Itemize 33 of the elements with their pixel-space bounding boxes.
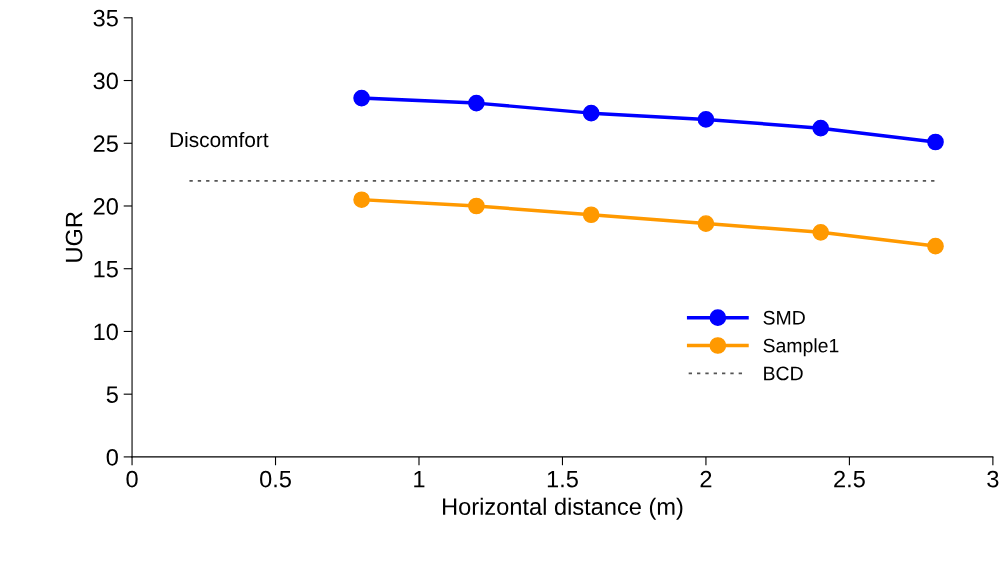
point: [582, 104, 600, 122]
y-tick-label: 10: [94, 323, 118, 341]
x-tick-label: 3: [987, 470, 999, 488]
y-tick-label: 30: [93, 72, 118, 90]
point: [468, 94, 485, 112]
point: [697, 111, 715, 128]
y-tick-label: 15: [94, 261, 118, 278]
point: [582, 206, 600, 224]
point: [927, 133, 944, 151]
point: [353, 89, 370, 107]
x-tick-label: 2: [700, 470, 712, 488]
y-tick-label: 5: [106, 386, 118, 403]
annotation: Discomfort: [170, 131, 269, 148]
x-tick-label: 2.5: [834, 470, 865, 488]
x-tick-label: 0.5: [260, 470, 291, 488]
point: [468, 197, 485, 215]
y-axis-title: UGR: [65, 212, 83, 262]
point: [812, 223, 830, 241]
x-axis-title: Horizontal distance (m): [443, 497, 683, 520]
x-tick-label: 0: [126, 470, 138, 488]
legend-label: BCD: [764, 366, 803, 381]
point: [353, 191, 370, 209]
point: [927, 237, 944, 255]
x-tick-label: 1.5: [547, 470, 578, 488]
point: [812, 119, 830, 137]
y-tick-label: 20: [93, 198, 118, 215]
legend-label: SMD: [763, 310, 805, 325]
y-tick-label: 35: [93, 9, 118, 27]
y-tick-label: 0: [106, 448, 118, 466]
x-tick-label: 1: [414, 470, 425, 488]
legend-label: Sample1: [763, 338, 839, 357]
point: [697, 215, 715, 232]
y-tick-label: 25: [93, 135, 118, 153]
